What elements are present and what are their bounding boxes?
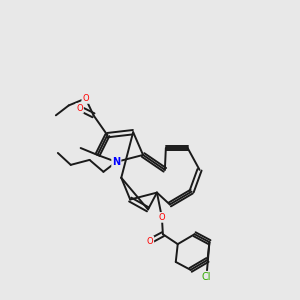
Text: N: N: [112, 157, 120, 167]
Text: Cl: Cl: [202, 272, 211, 282]
Text: O: O: [82, 94, 89, 103]
Text: O: O: [76, 104, 83, 113]
Text: O: O: [159, 213, 165, 222]
Text: O: O: [147, 237, 153, 246]
